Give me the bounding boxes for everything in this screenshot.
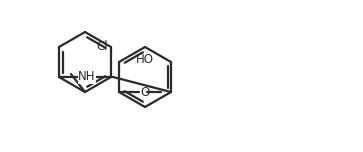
Text: NH: NH	[78, 71, 96, 83]
Text: Cl: Cl	[96, 40, 108, 54]
Text: HO: HO	[136, 53, 154, 66]
Text: O: O	[140, 85, 149, 98]
